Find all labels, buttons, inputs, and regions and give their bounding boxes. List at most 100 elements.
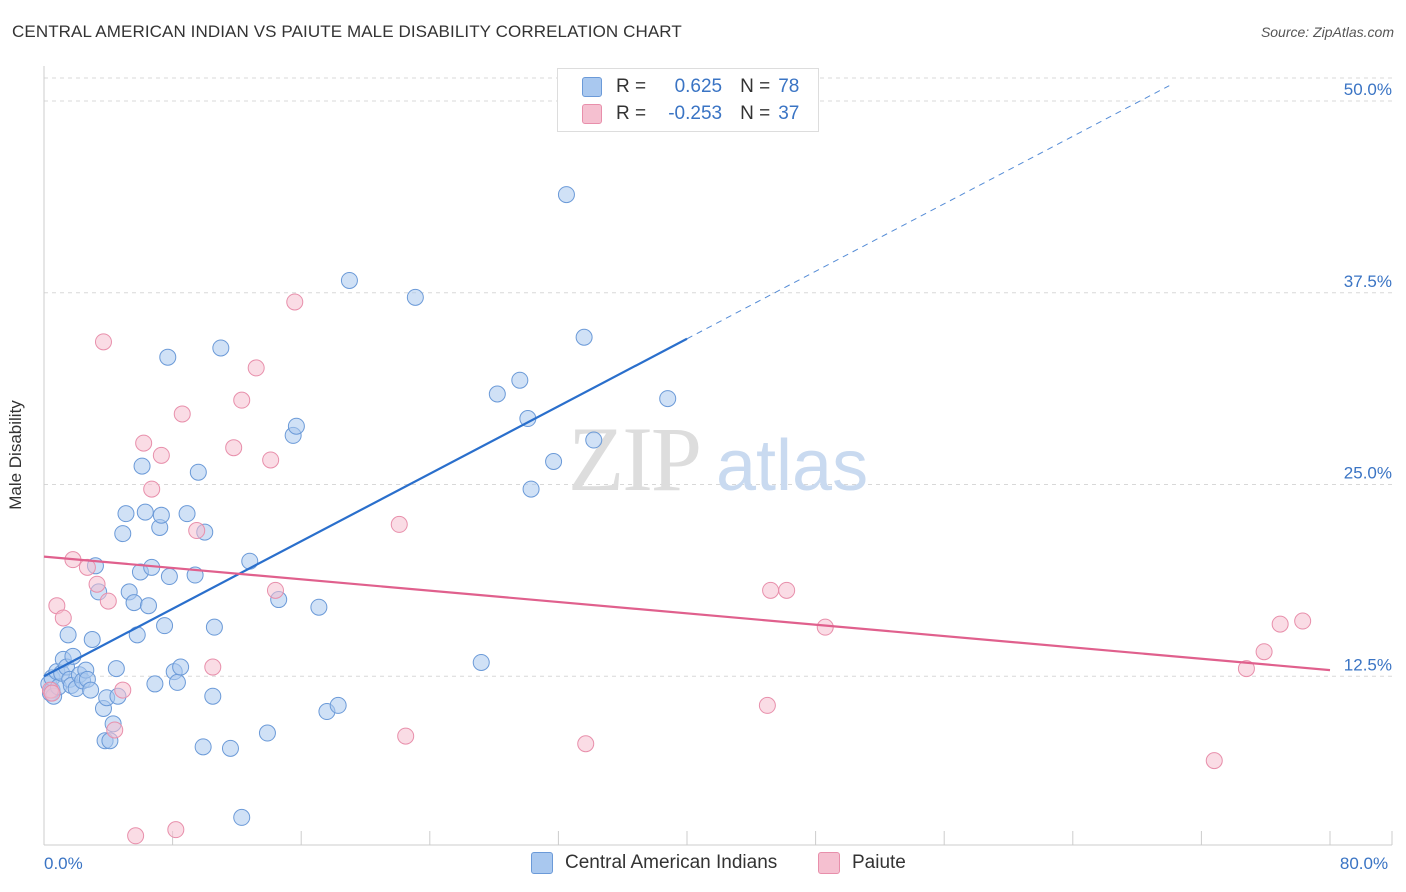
pink-point <box>247 359 265 377</box>
blue-point <box>125 594 143 612</box>
watermark-atlas: atlas <box>716 426 868 506</box>
pink-point <box>762 581 780 599</box>
blue-point <box>83 630 101 648</box>
pink-point <box>262 451 280 469</box>
blue-trend-line <box>43 337 688 678</box>
blue-point <box>406 288 424 306</box>
legend-swatch-blue <box>582 77 602 97</box>
legend-n-value: 37 <box>778 103 800 124</box>
axis-layer <box>43 66 1393 846</box>
x-tick-label: 0.0% <box>44 854 83 873</box>
x-tick-label: 80.0% <box>1340 854 1388 873</box>
pink-point <box>1255 643 1273 661</box>
legend-r-value: -0.253 <box>668 103 723 124</box>
pink-point <box>266 581 284 599</box>
legend-n-label: N = <box>740 103 771 124</box>
blue-point <box>189 463 207 481</box>
bottom-legend-label: Central American Indians <box>565 852 778 873</box>
source-label: Source: ZipAtlas.com <box>1260 24 1394 40</box>
blue-point <box>156 617 174 635</box>
pink-point <box>1205 752 1223 770</box>
grid-layer <box>44 77 1392 677</box>
blue-point <box>114 525 132 543</box>
pink-point <box>114 681 132 699</box>
blue-point <box>204 687 222 705</box>
blue-point <box>117 505 135 523</box>
legend-swatch-pink <box>582 104 602 124</box>
blue-point <box>136 503 154 521</box>
pink-point <box>167 821 185 839</box>
blue-point <box>522 480 540 498</box>
blue-point <box>178 505 196 523</box>
pink-point <box>778 581 796 599</box>
blue-point <box>107 660 125 678</box>
legend-n-value: 78 <box>778 76 800 97</box>
legend-n-label: N = <box>740 76 771 97</box>
blue-point <box>310 598 328 616</box>
blue-trend-extension <box>686 85 1170 340</box>
blue-point <box>172 658 190 676</box>
pink-point <box>1271 615 1289 633</box>
legend-r-label: R = <box>616 103 647 124</box>
chart-title: CENTRAL AMERICAN INDIAN VS PAIUTE MALE D… <box>12 22 682 41</box>
blue-point <box>160 568 178 586</box>
trend-layer <box>43 85 1331 678</box>
blue-point <box>585 431 603 449</box>
pink-point <box>143 480 161 498</box>
pink-point <box>204 658 222 676</box>
blue-point <box>146 675 164 693</box>
bottom-legend-paiute: Paiute <box>818 852 906 874</box>
pink-point <box>188 522 206 540</box>
stats-legend: R = 0.625 N = 78 R = -0.253 N = 37 <box>557 68 819 132</box>
y-tick-label: 37.5% <box>1344 272 1392 291</box>
y-tick-label: 12.5% <box>1344 655 1392 674</box>
pink-point <box>1294 612 1312 630</box>
blue-point <box>168 673 186 691</box>
pink-point <box>106 721 124 739</box>
watermark-layer: ZIP atlas <box>568 408 868 510</box>
pink-point <box>94 333 112 351</box>
bottom-legend-swatch-pink <box>818 852 840 874</box>
legend-row-central-american-indians: R = 0.625 N = 78 <box>582 74 799 100</box>
blue-point <box>139 597 157 615</box>
blue-point <box>159 348 177 366</box>
blue-point <box>133 457 151 475</box>
bottom-legend-central-american-indians: Central American Indians <box>531 852 777 874</box>
pink-point <box>99 592 117 610</box>
bottom-legend-swatch-blue <box>531 852 553 874</box>
pink-point <box>577 735 595 753</box>
pink-point <box>127 827 145 845</box>
blue-point <box>340 271 358 289</box>
pink-point <box>225 439 243 457</box>
y-tick-label: 50.0% <box>1344 80 1392 99</box>
blue-point <box>287 417 305 435</box>
pink-point <box>43 684 61 702</box>
blue-point <box>221 739 239 757</box>
blue-point <box>329 696 347 714</box>
blue-point <box>212 339 230 357</box>
pink-point <box>816 618 834 636</box>
blue-point <box>557 186 575 204</box>
pink-trend-line <box>43 555 1331 672</box>
blue-point <box>241 552 259 570</box>
points-layer <box>40 186 1312 845</box>
pink-point <box>286 293 304 311</box>
pink-point <box>88 575 106 593</box>
pink-point <box>758 696 776 714</box>
watermark-zip: ZIP <box>568 408 700 510</box>
pink-point <box>135 434 153 452</box>
pink-point <box>54 609 72 627</box>
legend-r-value: 0.625 <box>674 76 723 97</box>
blue-point <box>575 328 593 346</box>
tick-label-layer: 12.5% 25.0% 37.5% 50.0% 0.0% 80.0% <box>44 80 1392 873</box>
pink-point <box>390 515 408 533</box>
blue-point <box>511 371 529 389</box>
y-tick-label: 25.0% <box>1344 464 1392 483</box>
legend-row-paiute: R = -0.253 N = 37 <box>582 101 799 127</box>
pink-point <box>1237 660 1255 678</box>
blue-point <box>59 626 77 644</box>
blue-point <box>258 724 276 742</box>
bottom-legend-label: Paiute <box>852 852 906 873</box>
blue-point <box>659 390 677 408</box>
